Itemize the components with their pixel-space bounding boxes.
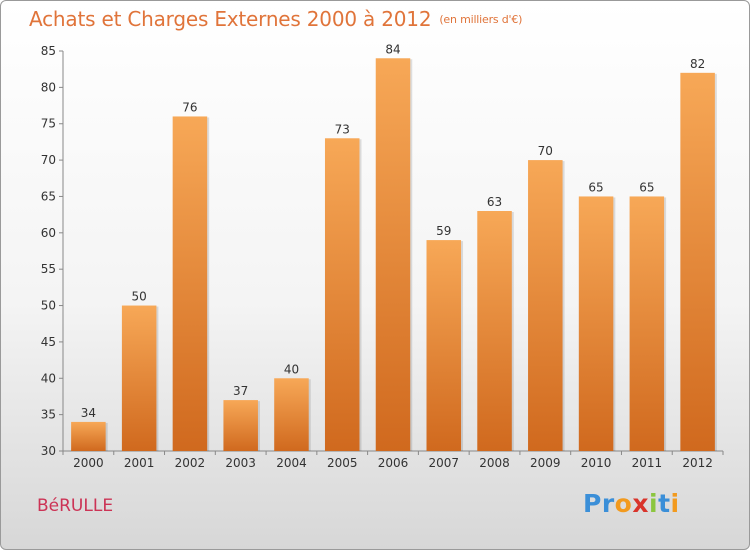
- bar: [528, 160, 563, 451]
- x-tick-label: 2009: [530, 456, 561, 470]
- data-label: 70: [538, 144, 553, 158]
- y-tick-label: 60: [41, 226, 56, 240]
- chart-title: Achats et Charges Externes 2000 à 2012 (e…: [29, 7, 522, 31]
- data-label: 65: [639, 180, 654, 194]
- bar: [223, 400, 258, 451]
- bar: [680, 72, 715, 452]
- bar: [477, 211, 512, 451]
- data-label: 84: [385, 42, 400, 56]
- x-tick-label: 2004: [276, 456, 307, 470]
- y-tick-label: 65: [41, 189, 56, 203]
- chart-title-text: Achats et Charges Externes 2000 à 2012: [29, 7, 432, 31]
- y-tick-label: 80: [41, 80, 56, 94]
- data-label: 82: [690, 57, 705, 71]
- x-tick-label: 2006: [378, 456, 409, 470]
- y-tick-label: 45: [41, 335, 56, 349]
- y-tick-label: 40: [41, 371, 56, 385]
- x-tick-label: 2008: [479, 456, 510, 470]
- commune-name: BéRULLE: [37, 496, 114, 516]
- bar: [121, 305, 157, 451]
- data-label: 73: [335, 122, 350, 136]
- proxiti-logo: Proxiti: [583, 489, 680, 518]
- y-tick-label: 55: [41, 262, 56, 276]
- x-tick-label: 2007: [428, 456, 459, 470]
- x-tick-label: 2012: [682, 456, 713, 470]
- bar: [426, 240, 462, 451]
- y-tick-label: 70: [41, 153, 56, 167]
- data-label: 37: [233, 384, 248, 398]
- x-tick-label: 2000: [73, 456, 104, 470]
- bar: [274, 378, 309, 451]
- logo-letter: t: [658, 489, 671, 518]
- data-label: 63: [487, 195, 502, 209]
- logo-letter: x: [632, 489, 649, 518]
- y-tick-label: 75: [41, 117, 56, 131]
- bar: [578, 196, 614, 451]
- y-tick-label: 35: [41, 408, 56, 422]
- y-tick-label: 30: [41, 444, 56, 458]
- y-tick-label: 85: [41, 44, 56, 58]
- x-tick-label: 2005: [327, 456, 358, 470]
- x-tick-label: 2001: [124, 456, 155, 470]
- data-label: 34: [81, 406, 96, 420]
- logo-letter: o: [614, 489, 633, 518]
- bar: [324, 138, 360, 452]
- x-tick-label: 2003: [225, 456, 256, 470]
- data-label: 40: [284, 362, 299, 376]
- x-tick-label: 2011: [632, 456, 663, 470]
- data-label: 65: [588, 180, 603, 194]
- data-label: 50: [132, 290, 147, 304]
- x-tick-label: 2010: [581, 456, 612, 470]
- x-tick-label: 2002: [175, 456, 206, 470]
- logo-letter: i: [670, 489, 680, 518]
- y-tick-label: 50: [41, 299, 56, 313]
- bar: [71, 421, 106, 451]
- data-label: 76: [182, 100, 197, 114]
- bar: [629, 196, 665, 451]
- data-label: 59: [436, 224, 451, 238]
- chart-subtitle: (en milliers d'€): [439, 13, 523, 26]
- logo-letter: i: [649, 489, 659, 518]
- logo-letter: P: [583, 489, 602, 518]
- bar: [172, 116, 208, 452]
- bar: [375, 58, 411, 451]
- logo-letter: r: [601, 489, 615, 518]
